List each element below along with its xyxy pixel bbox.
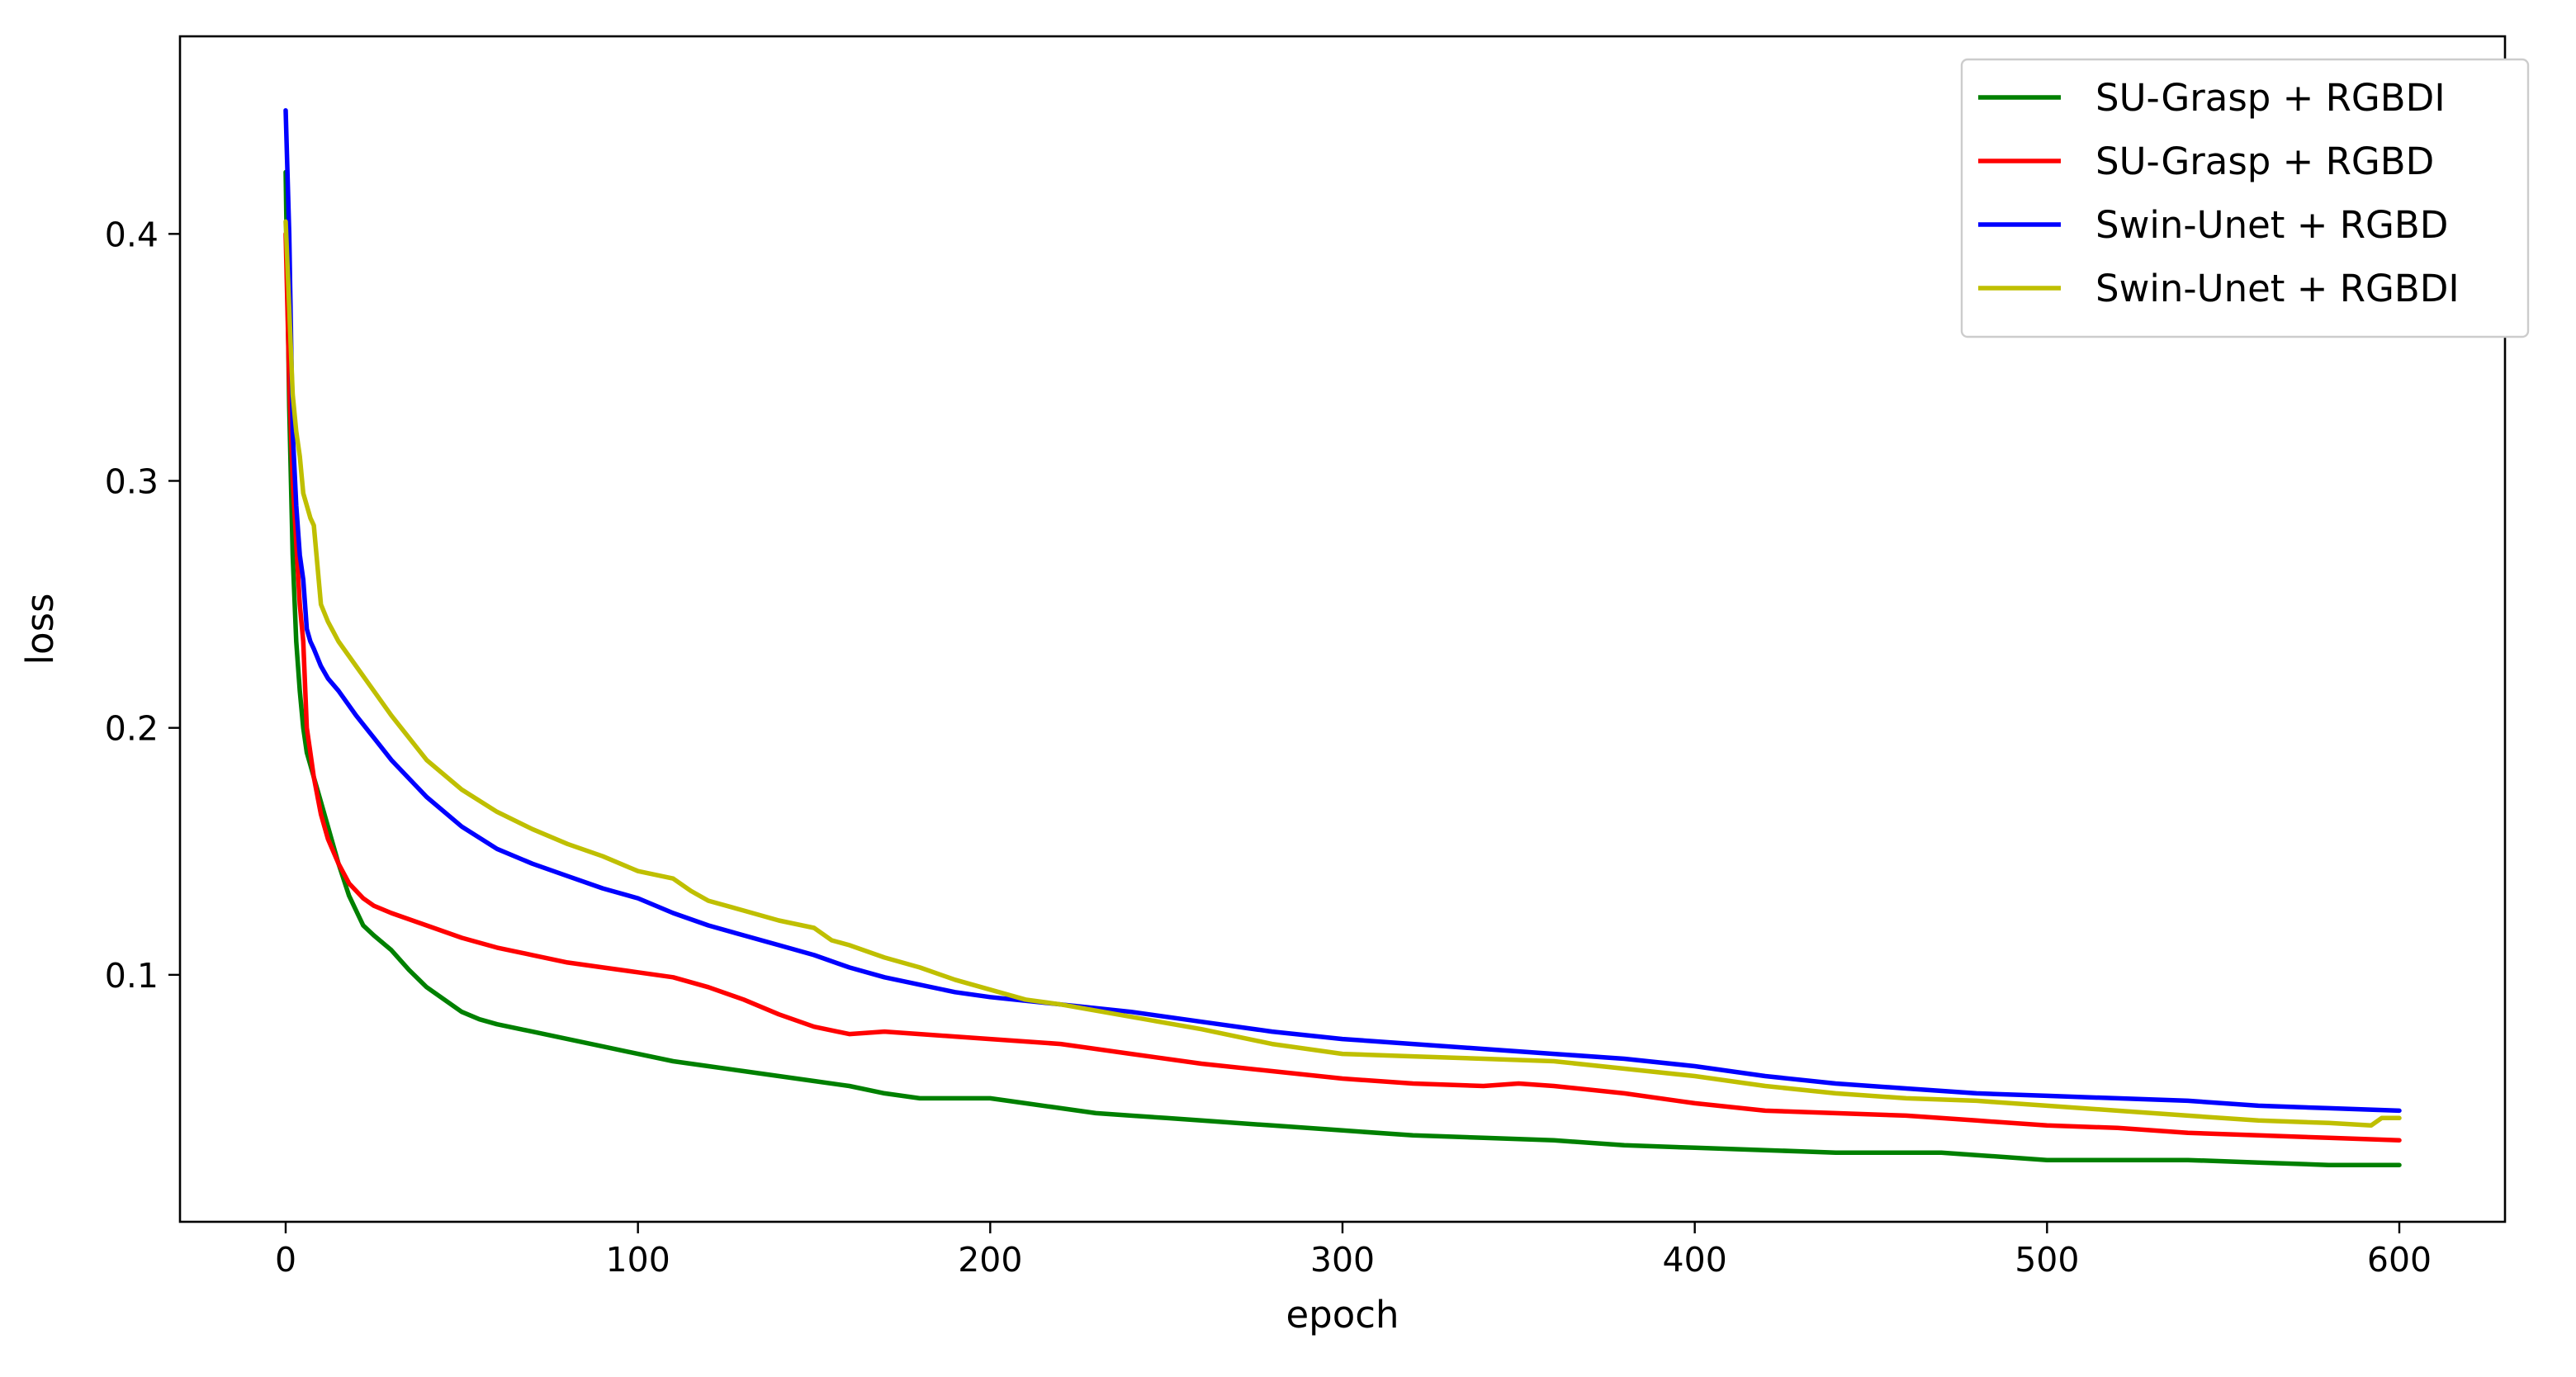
x-axis-ticks: 0 100 200 300 400 500 600: [275, 1222, 2432, 1280]
x-tick-label: 400: [1663, 1240, 1727, 1280]
y-tick-label: 0.1: [105, 956, 159, 996]
series-line-4: [283, 219, 2402, 1129]
legend-label: Swin-Unet + RGBDI: [2095, 267, 2460, 310]
x-tick-label: 300: [1310, 1240, 1375, 1280]
legend-label: SU-Grasp + RGBD: [2095, 140, 2434, 183]
legend-items: SU-Grasp + RGBDI SU-Grasp + RGBD Swin-Unet…: [1978, 76, 2460, 310]
y-tick-label: 0.3: [105, 462, 159, 502]
legend-label: Swin-Unet + RGBD: [2095, 203, 2448, 247]
legend-box: [1960, 58, 2530, 338]
x-tick-label: 200: [958, 1240, 1022, 1280]
y-axis-label: loss: [18, 594, 62, 665]
x-tick-label: 100: [606, 1240, 670, 1280]
x-tick-label: 600: [2367, 1240, 2432, 1280]
legend: SU-Grasp + RGBDI SU-Grasp + RGBD Swin-Unet…: [1960, 58, 2530, 338]
y-tick-label: 0.2: [105, 709, 159, 749]
series-line-1: [283, 169, 2402, 1167]
series-layer: [283, 107, 2402, 1167]
x-axis-label: epoch: [1286, 1293, 1399, 1337]
series-line-2: [283, 231, 2402, 1143]
series-line-3: [283, 107, 2402, 1114]
y-tick-label: 0.4: [105, 215, 159, 254]
x-tick-label: 0: [275, 1240, 296, 1280]
legend-label: SU-Grasp + RGBDI: [2095, 76, 2446, 120]
x-tick-label: 500: [2015, 1240, 2079, 1280]
y-axis-ticks: 0.1 0.2 0.3 0.4: [105, 215, 180, 996]
